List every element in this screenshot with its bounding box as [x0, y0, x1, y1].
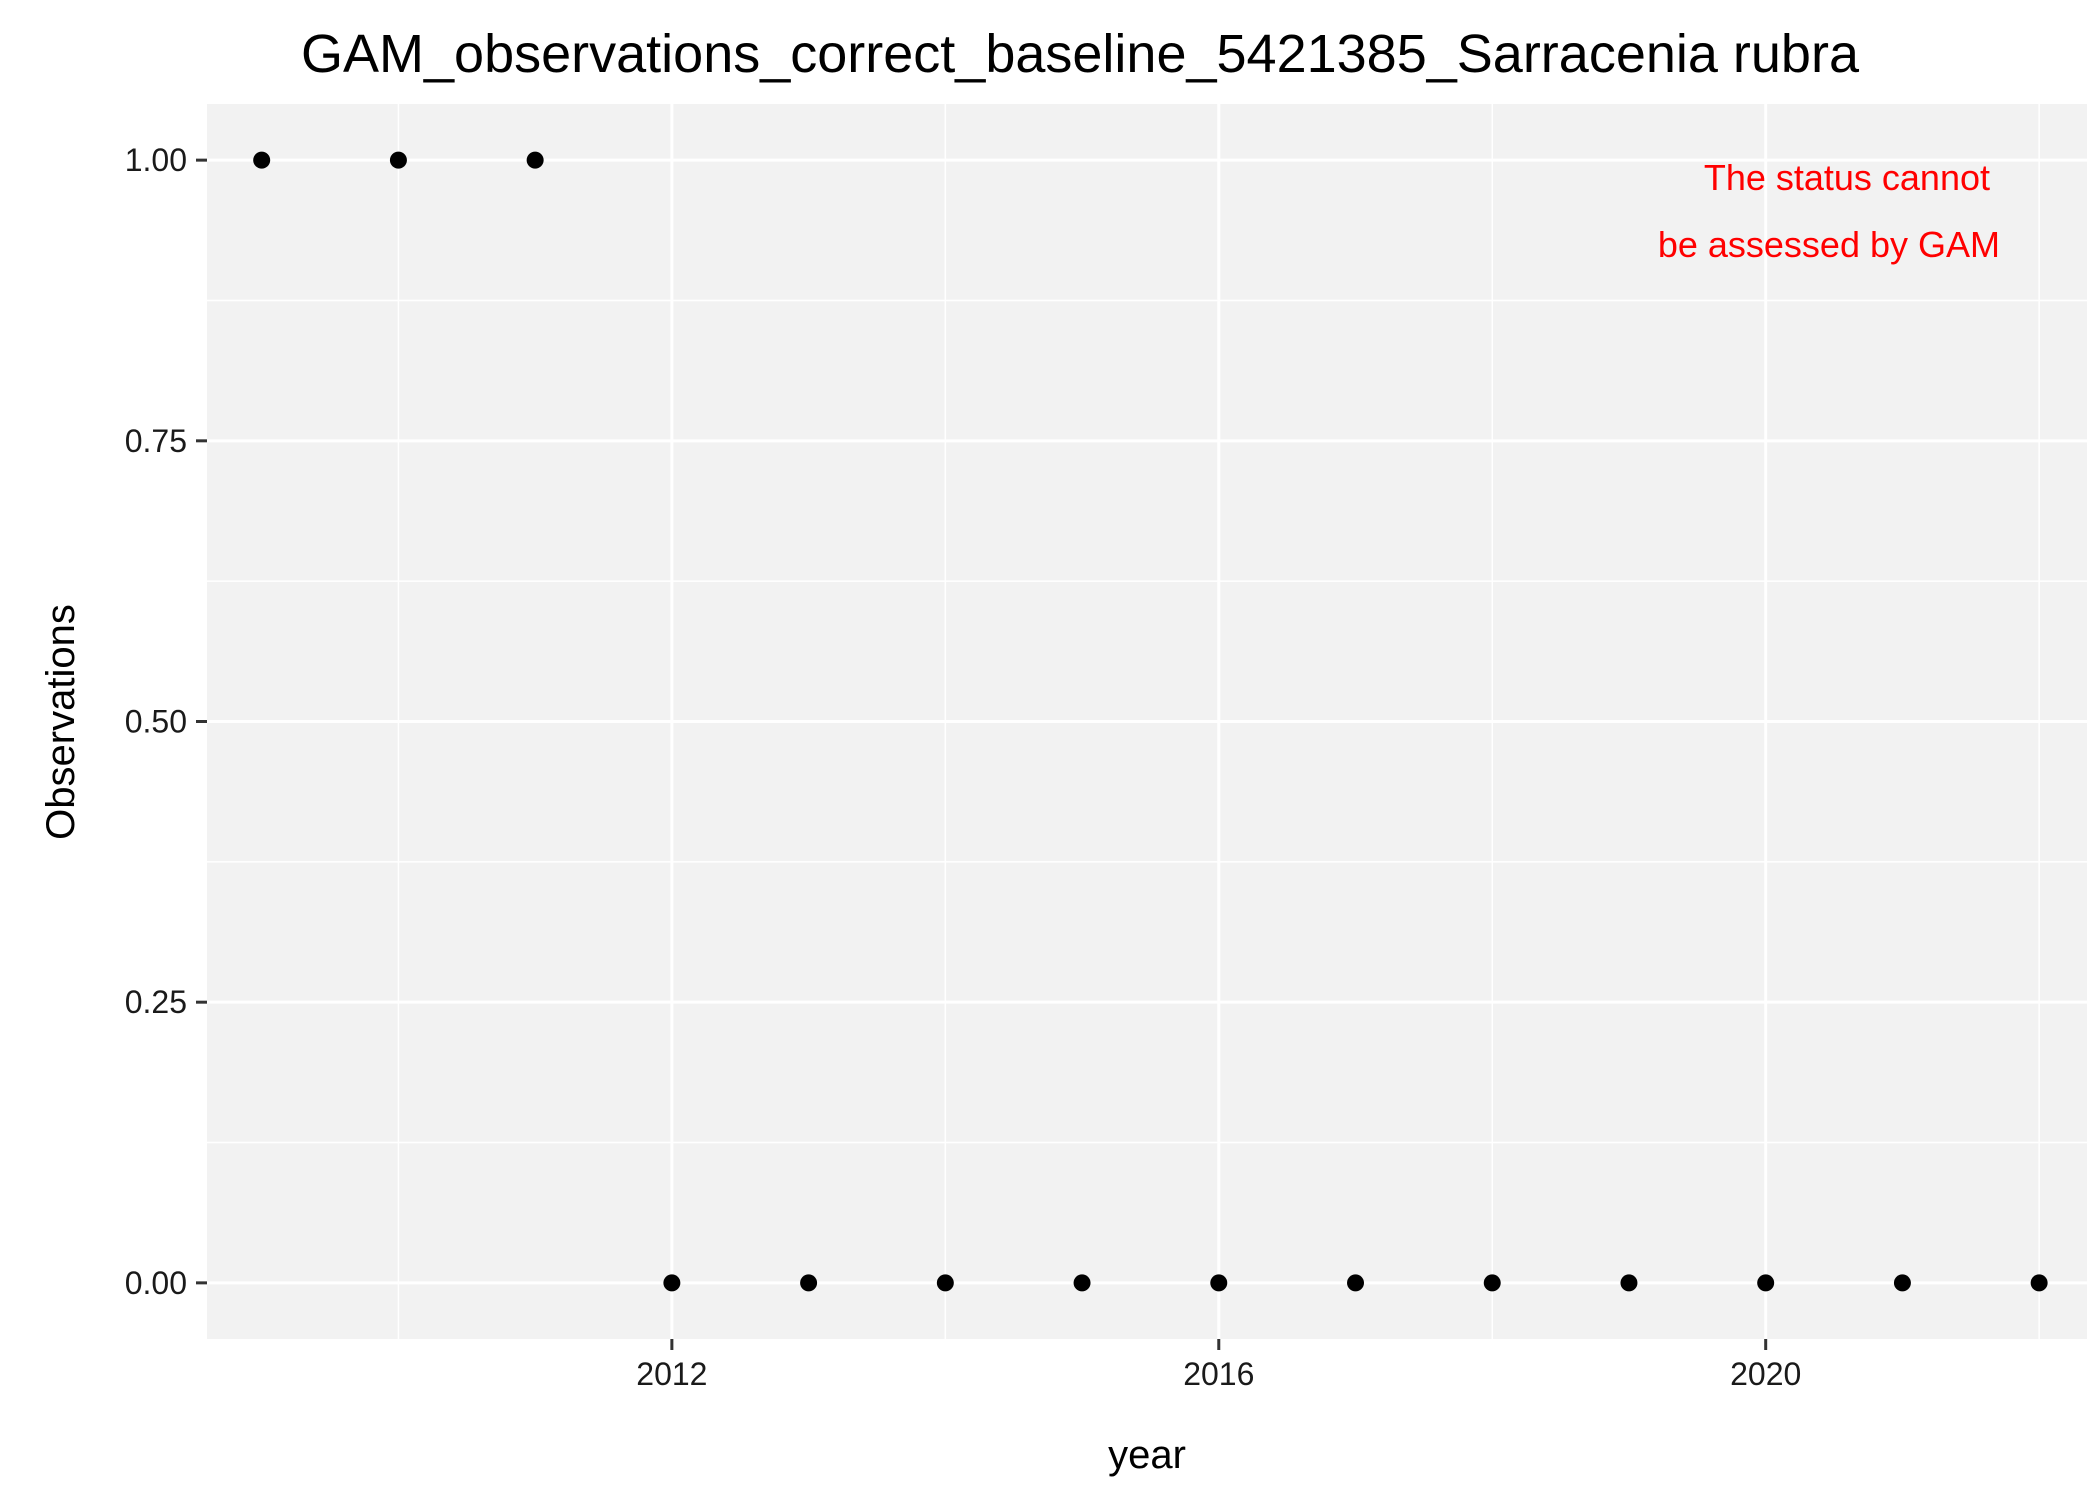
data-points — [253, 151, 2048, 1292]
y-axis-title: Observations — [39, 604, 83, 840]
data-point-1 — [389, 151, 407, 169]
data-point-9 — [1483, 1274, 1501, 1292]
y-tick-label-4: 1.00 — [125, 142, 187, 178]
y-axis: 0.00 0.25 0.50 0.75 1.00 — [125, 142, 207, 1301]
y-tick-label-3: 0.75 — [125, 423, 187, 459]
chart-title: GAM_observations_correct_baseline_542138… — [301, 24, 1860, 84]
annotation-line-1: The status cannot — [1704, 157, 1990, 198]
y-tick-label-1: 0.25 — [125, 984, 187, 1020]
data-point-2 — [526, 151, 544, 169]
data-point-10 — [1620, 1274, 1638, 1292]
x-axis-title: year — [1108, 1433, 1186, 1477]
data-point-12 — [1893, 1274, 1911, 1292]
data-point-3 — [663, 1274, 681, 1292]
x-tick-label-0: 2012 — [636, 1356, 707, 1392]
x-tick-label-2: 2020 — [1730, 1356, 1801, 1392]
x-axis: 2012 2016 2020 — [636, 1339, 1801, 1392]
data-point-4 — [800, 1274, 818, 1292]
data-point-0 — [253, 151, 271, 169]
data-point-7 — [1210, 1274, 1228, 1292]
data-point-11 — [1757, 1274, 1775, 1292]
data-point-8 — [1347, 1274, 1365, 1292]
y-tick-label-2: 0.50 — [125, 704, 187, 740]
data-point-13 — [2030, 1274, 2048, 1292]
x-tick-label-1: 2016 — [1183, 1356, 1254, 1392]
y-tick-label-0: 0.00 — [125, 1265, 187, 1301]
annotation-line-2: be assessed by GAM — [1658, 224, 2000, 265]
data-point-5 — [936, 1274, 954, 1292]
data-point-6 — [1073, 1274, 1091, 1292]
